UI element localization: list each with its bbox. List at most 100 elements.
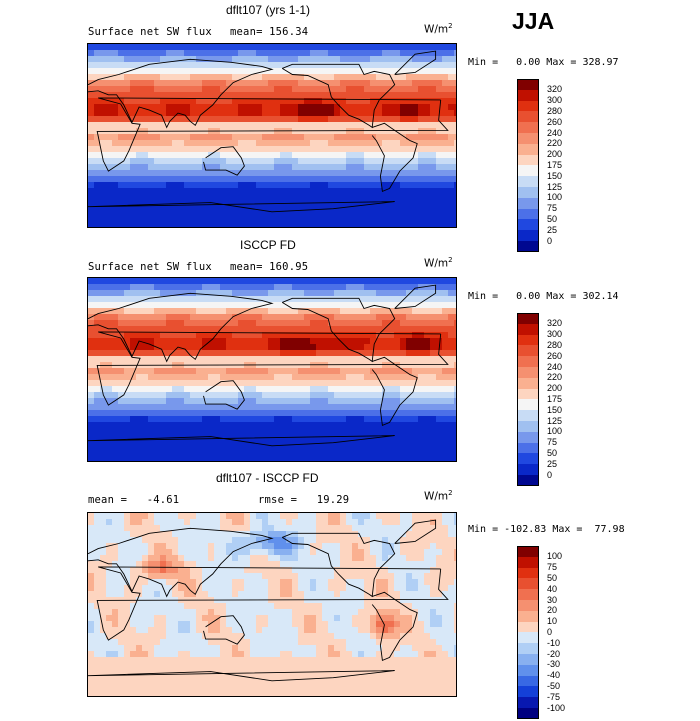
- field-cell: [316, 398, 323, 405]
- field-cell: [124, 56, 131, 63]
- field-cell: [274, 452, 281, 459]
- field-cell: [250, 434, 257, 441]
- field-cell: [106, 122, 113, 129]
- field-cell: [400, 543, 407, 550]
- field-cell: [400, 206, 407, 213]
- field-cell: [250, 80, 257, 87]
- field-cell: [448, 200, 455, 207]
- field-cell: [394, 320, 401, 327]
- field-cell: [142, 525, 149, 532]
- field-cell: [334, 531, 341, 538]
- field-cell: [412, 188, 419, 195]
- field-cell: [328, 290, 335, 297]
- field-cell: [412, 284, 419, 291]
- field-cell: [376, 537, 383, 544]
- field-cell: [244, 392, 251, 399]
- field-cell: [214, 308, 221, 315]
- field-cell: [124, 74, 131, 81]
- field-cell: [136, 422, 143, 429]
- field-cell: [346, 350, 353, 357]
- field-cell: [454, 104, 456, 111]
- field-cell: [382, 80, 389, 87]
- field-cell: [100, 549, 107, 556]
- field-cell: [148, 278, 155, 285]
- field-cell: [442, 428, 449, 435]
- field-cell: [238, 434, 245, 441]
- field-cell: [280, 44, 287, 51]
- field-cell: [226, 104, 233, 111]
- field-cell: [400, 579, 407, 586]
- field-cell: [214, 44, 221, 51]
- field-cell: [388, 92, 395, 99]
- field-cell: [226, 68, 233, 75]
- field-cell: [280, 452, 287, 459]
- field-cell: [364, 440, 371, 447]
- field-cell: [406, 543, 413, 550]
- field-cell: [358, 440, 365, 447]
- field-cell: [448, 122, 455, 129]
- field-cell: [448, 440, 455, 447]
- field-cell: [418, 110, 425, 117]
- field-cell: [376, 519, 383, 526]
- field-cell: [88, 218, 95, 225]
- field-cell: [292, 152, 299, 159]
- field-cell: [304, 344, 311, 351]
- field-cell: [106, 410, 113, 417]
- field-cell: [232, 368, 239, 375]
- field-cell: [430, 206, 437, 213]
- field-cell: [286, 80, 293, 87]
- field-cell: [382, 446, 389, 453]
- field-cell: [118, 543, 125, 550]
- field-cell: [298, 555, 305, 562]
- field-cell: [340, 513, 347, 520]
- field-cell: [280, 422, 287, 429]
- field-cell: [400, 44, 407, 51]
- field-cell: [334, 338, 341, 345]
- field-cell: [346, 314, 353, 321]
- field-cell: [178, 609, 185, 616]
- field-cell: [172, 404, 179, 411]
- field-cell: [178, 416, 185, 423]
- field-cell: [262, 543, 269, 550]
- field-cell: [388, 597, 395, 604]
- field-cell: [346, 92, 353, 99]
- field-cell: [346, 446, 353, 453]
- field-cell: [136, 332, 143, 339]
- field-cell: [274, 416, 281, 423]
- field-cell: [298, 140, 305, 147]
- field-cell: [394, 350, 401, 357]
- field-cell: [454, 573, 456, 580]
- field-cell: [250, 368, 257, 375]
- field-cell: [316, 170, 323, 177]
- field-cell: [292, 68, 299, 75]
- field-cell: [436, 314, 443, 321]
- field-cell: [88, 446, 95, 453]
- field-cell: [436, 308, 443, 315]
- field-cell: [394, 200, 401, 207]
- field-cell: [322, 74, 329, 81]
- field-cell: [232, 158, 239, 165]
- field-cell: [112, 44, 119, 51]
- field-cell: [358, 513, 365, 520]
- field-cell: [142, 332, 149, 339]
- field-cell: [202, 386, 209, 393]
- field-cell: [370, 224, 377, 227]
- field-cell: [100, 302, 107, 309]
- field-cell: [118, 398, 125, 405]
- field-cell: [340, 140, 347, 147]
- field-cell: [394, 122, 401, 129]
- field-cell: [268, 573, 275, 580]
- field-cell: [388, 296, 395, 303]
- field-cell: [358, 308, 365, 315]
- field-cell: [232, 350, 239, 357]
- field-cell: [220, 116, 227, 123]
- field-cell: [220, 374, 227, 381]
- field-cell: [112, 446, 119, 453]
- field-cell: [406, 116, 413, 123]
- field-cell: [100, 206, 107, 213]
- field-cell: [274, 284, 281, 291]
- field-cell: [220, 320, 227, 327]
- field-cell: [400, 290, 407, 297]
- field-cell: [262, 356, 269, 363]
- field-cell: [328, 224, 335, 227]
